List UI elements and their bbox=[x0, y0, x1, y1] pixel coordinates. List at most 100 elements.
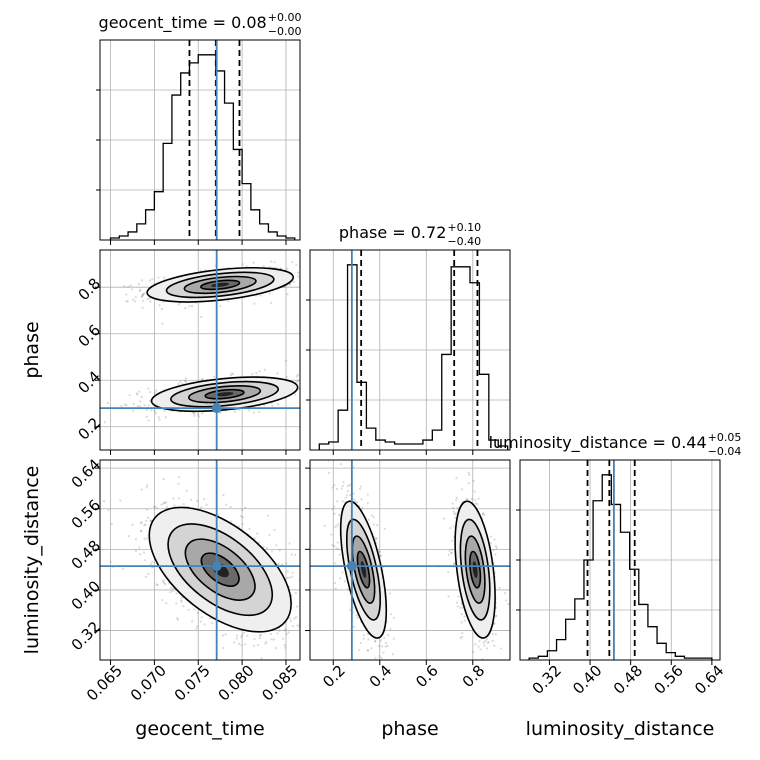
sample-point bbox=[150, 409, 153, 412]
sample-point bbox=[169, 590, 172, 594]
sample-point bbox=[253, 537, 256, 540]
sample-point bbox=[275, 544, 278, 547]
sample-point bbox=[153, 391, 157, 394]
sample-point bbox=[246, 634, 249, 637]
panel-frame bbox=[309, 459, 511, 661]
sample-point bbox=[382, 699, 384, 701]
hist-step-luminosity_distance bbox=[528, 474, 713, 660]
sample-point bbox=[188, 305, 191, 308]
sample-point bbox=[240, 644, 243, 647]
sample-point bbox=[483, 514, 486, 517]
contour-line bbox=[167, 523, 274, 617]
sample-point bbox=[179, 380, 182, 383]
sample-point bbox=[377, 644, 381, 648]
sample-point bbox=[294, 592, 297, 595]
sample-point bbox=[258, 370, 261, 373]
sample-point bbox=[277, 562, 280, 565]
sample-point bbox=[146, 484, 149, 487]
sample-point bbox=[283, 643, 286, 647]
x-tick-label-phase: 0.8 bbox=[459, 662, 489, 692]
pair-panel-phase-luminosity_distance bbox=[305, 459, 511, 701]
sample-point bbox=[285, 376, 288, 379]
sample-point bbox=[370, 514, 373, 517]
sample-point bbox=[176, 618, 180, 621]
sample-point bbox=[119, 499, 122, 502]
sample-point bbox=[271, 404, 274, 408]
sample-point bbox=[204, 268, 207, 272]
sample-point bbox=[452, 510, 455, 513]
sample-point bbox=[365, 669, 367, 671]
sample-point bbox=[164, 416, 167, 419]
sample-point bbox=[257, 410, 261, 414]
sample-point bbox=[337, 548, 340, 551]
x-tick-label-phase: 0.4 bbox=[366, 662, 396, 692]
sample-point bbox=[447, 571, 450, 574]
sample-point bbox=[376, 524, 379, 527]
sample-point bbox=[387, 634, 390, 637]
sample-point bbox=[187, 608, 190, 611]
sample-point bbox=[148, 279, 152, 282]
density-level bbox=[215, 392, 234, 397]
sample-point bbox=[367, 649, 370, 652]
sample-point bbox=[461, 632, 464, 635]
sample-point bbox=[139, 521, 143, 525]
sample-point bbox=[103, 421, 106, 424]
sample-point bbox=[362, 637, 365, 640]
sample-point bbox=[335, 525, 339, 528]
sample-point bbox=[154, 412, 158, 415]
sample-point bbox=[265, 546, 268, 549]
sample-point bbox=[338, 513, 341, 516]
sample-point bbox=[302, 611, 304, 613]
title-main: geocent_time = 0.08 bbox=[99, 13, 267, 33]
sample-point bbox=[295, 263, 298, 266]
sample-point bbox=[341, 484, 344, 488]
contour-line bbox=[184, 538, 256, 601]
sample-point bbox=[139, 400, 142, 403]
sample-point bbox=[468, 473, 471, 476]
sample-point bbox=[136, 393, 139, 396]
sample-point bbox=[245, 265, 248, 268]
sample-point bbox=[361, 506, 364, 510]
sample-point bbox=[281, 637, 285, 640]
sample-point bbox=[500, 647, 503, 650]
sample-point bbox=[185, 489, 188, 492]
sample-point bbox=[197, 415, 200, 418]
sample-point bbox=[163, 501, 167, 504]
title-geocent_time: geocent_time = 0.08 +0.00−0.00 bbox=[99, 11, 302, 38]
sample-point bbox=[294, 553, 297, 556]
sample-point bbox=[456, 605, 459, 608]
sample-point bbox=[253, 302, 256, 305]
sample-point bbox=[482, 641, 485, 644]
sample-point bbox=[340, 487, 343, 490]
sample-point bbox=[196, 499, 199, 502]
sample-point bbox=[344, 496, 347, 499]
sample-point bbox=[273, 528, 276, 531]
sample-point bbox=[287, 631, 290, 634]
sample-point bbox=[288, 617, 291, 620]
sample-point bbox=[476, 502, 479, 506]
sample-point bbox=[336, 500, 339, 503]
sample-point bbox=[380, 645, 383, 648]
sample-point bbox=[374, 639, 377, 643]
sample-point bbox=[110, 522, 113, 525]
sample-point bbox=[284, 646, 287, 649]
sample-point bbox=[352, 492, 355, 495]
sample-point bbox=[507, 603, 510, 606]
sample-point bbox=[347, 588, 350, 591]
sample-point bbox=[449, 526, 452, 530]
sample-point bbox=[224, 633, 227, 636]
sample-point bbox=[333, 581, 336, 585]
sample-point bbox=[360, 498, 363, 501]
sample-point bbox=[343, 580, 346, 583]
sample-point bbox=[222, 493, 225, 497]
sample-point bbox=[251, 373, 254, 376]
sample-point bbox=[169, 586, 172, 589]
sample-point bbox=[479, 648, 482, 651]
sample-point bbox=[162, 477, 165, 481]
y-tick-label-luminosity_distance: 0.40 bbox=[68, 577, 104, 613]
sample-point bbox=[175, 592, 178, 595]
x-tick-label-luminosity_distance: 0.32 bbox=[529, 662, 565, 698]
sample-point bbox=[126, 299, 129, 303]
sample-point bbox=[451, 539, 454, 542]
sample-point bbox=[460, 635, 464, 638]
